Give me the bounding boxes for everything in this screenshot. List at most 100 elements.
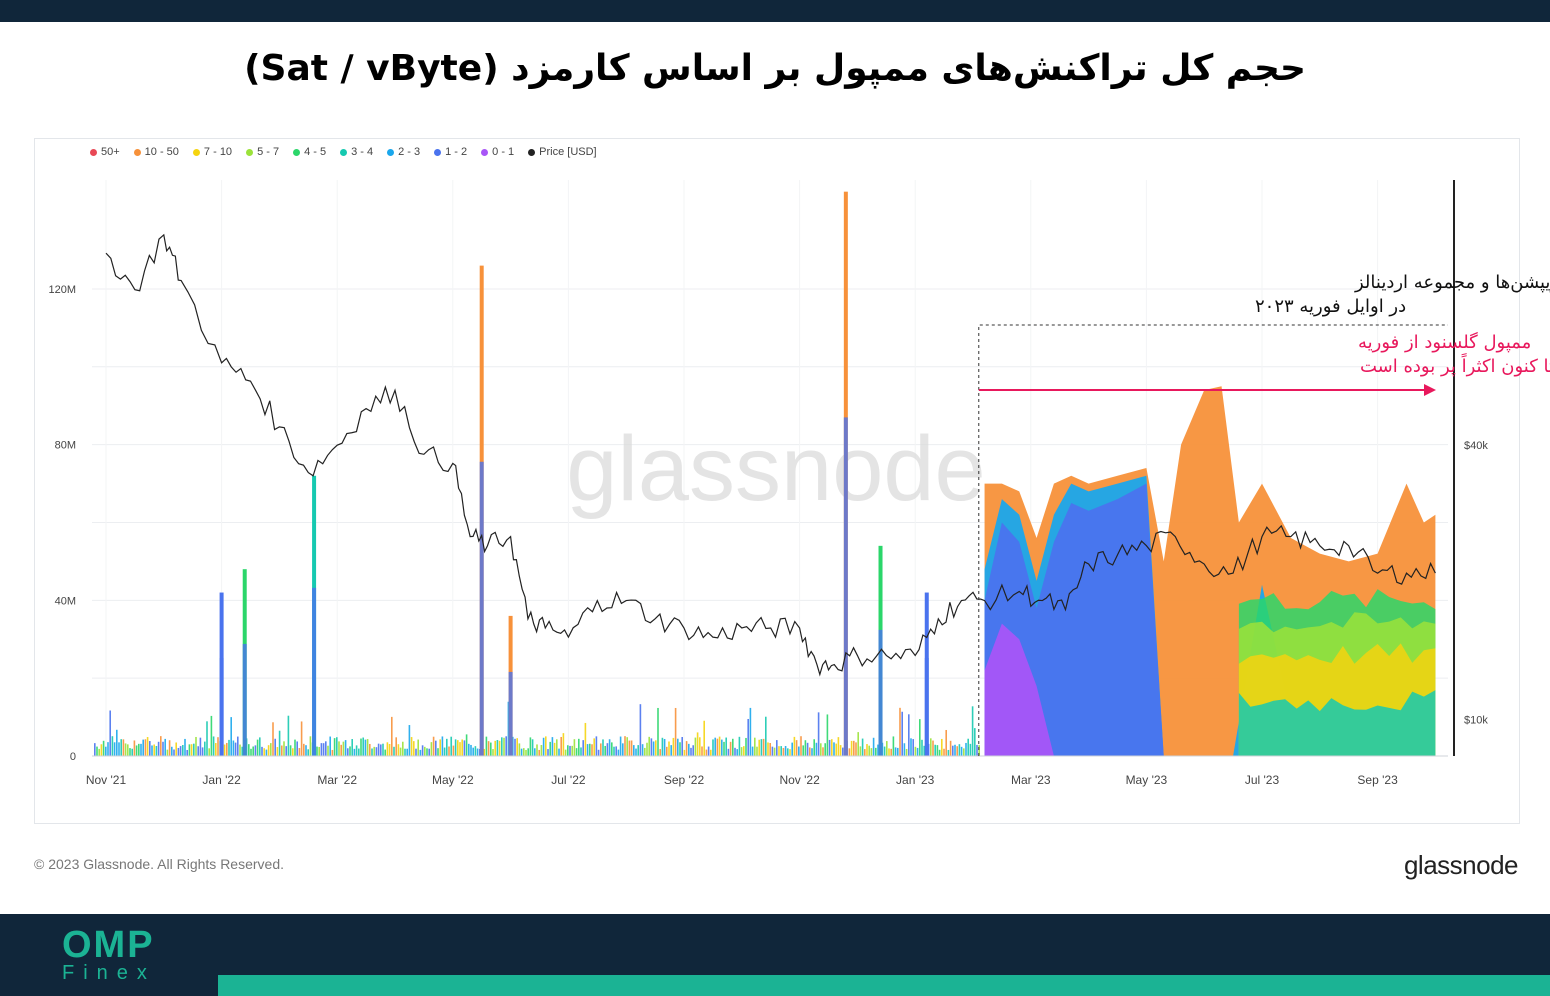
legend-label: 0 - 1 xyxy=(492,146,515,158)
legend-dot-icon xyxy=(192,148,200,156)
chart-title: حجم کل تراکنش‌های ممپول بر اساس کارمزد (… xyxy=(244,48,1306,89)
volume-bar xyxy=(674,707,677,756)
volume-bar xyxy=(184,738,186,756)
volume-bar xyxy=(223,744,226,756)
volume-bar xyxy=(866,744,868,756)
volume-bar xyxy=(813,739,815,756)
volume-bar xyxy=(127,744,129,756)
volume-bar xyxy=(692,745,694,756)
volume-bar xyxy=(661,737,664,756)
volume-bar xyxy=(619,736,622,756)
volume-bar xyxy=(793,736,796,756)
legend-dot-icon xyxy=(387,148,395,156)
volume-bar xyxy=(107,742,109,756)
volume-bar xyxy=(978,745,980,756)
legend-item[interactable]: 7 - 10 xyxy=(192,146,232,158)
volume-bar xyxy=(415,748,417,756)
volume-bar xyxy=(663,738,666,756)
volume-bar xyxy=(635,748,637,756)
volume-bar xyxy=(347,748,349,756)
volume-bar xyxy=(545,736,547,756)
volume-bar xyxy=(498,740,501,756)
volume-bar xyxy=(300,721,303,756)
volume-bar xyxy=(930,738,932,756)
volume-bar xyxy=(239,744,241,756)
legend-item[interactable]: 3 - 4 xyxy=(340,146,373,158)
volume-bar xyxy=(624,736,626,756)
volume-bar xyxy=(597,749,600,756)
volume-bar xyxy=(151,745,153,756)
volume-bar xyxy=(490,742,492,756)
volume-bar xyxy=(138,743,140,756)
volume-bar xyxy=(782,747,785,756)
volume-bar xyxy=(593,738,595,756)
legend-item[interactable]: 1 - 2 xyxy=(434,146,467,158)
volume-bar xyxy=(648,736,650,756)
volume-bar xyxy=(237,736,239,756)
legend-item[interactable]: 5 - 7 xyxy=(246,146,279,158)
volume-bar xyxy=(131,748,133,756)
volume-bar xyxy=(564,749,567,756)
volume-bar xyxy=(582,740,584,756)
legend-item[interactable]: 2 - 3 xyxy=(387,146,420,158)
legend-item[interactable]: 4 - 5 xyxy=(293,146,326,158)
legend-item[interactable]: 50+ xyxy=(90,146,120,158)
volume-bar xyxy=(549,741,551,756)
volume-bar xyxy=(232,740,235,756)
volume-bar xyxy=(657,707,659,756)
volume-bar xyxy=(617,749,620,756)
volume-bar xyxy=(153,744,155,756)
volume-bar xyxy=(938,749,941,756)
legend-item[interactable]: Price [USD] xyxy=(528,146,597,158)
legend-dot-icon xyxy=(293,148,301,156)
volume-bar xyxy=(252,746,254,756)
legend-item[interactable]: 0 - 1 xyxy=(481,146,514,158)
volume-spike-base xyxy=(479,461,484,756)
volume-bar xyxy=(162,741,164,756)
volume-bar xyxy=(144,739,147,756)
volume-bar xyxy=(773,747,776,756)
volume-bar xyxy=(118,742,120,756)
volume-bar xyxy=(437,748,439,756)
volume-bar xyxy=(283,741,285,756)
volume-bar xyxy=(278,730,281,756)
legend-label: 2 - 3 xyxy=(398,146,421,158)
volume-bar xyxy=(102,740,105,756)
volume-bar xyxy=(512,736,514,756)
legend-item[interactable]: 10 - 50 xyxy=(133,146,179,158)
volume-bar xyxy=(402,741,404,756)
volume-bar xyxy=(538,749,540,756)
volume-bar xyxy=(228,739,230,756)
volume-bar xyxy=(454,739,457,756)
volume-bar xyxy=(784,746,787,756)
volume-bar xyxy=(336,737,338,756)
volume-bar xyxy=(892,736,895,756)
volume-bar xyxy=(113,742,116,756)
volume-bar xyxy=(725,737,727,756)
volume-bar xyxy=(424,746,426,756)
volume-bar xyxy=(492,749,494,756)
volume-bar xyxy=(485,736,488,756)
volume-bar xyxy=(628,740,631,756)
volume-bar xyxy=(193,743,195,756)
volume-bar xyxy=(960,746,963,756)
volume-bar xyxy=(534,748,536,756)
volume-bar xyxy=(569,745,571,756)
volume-bar xyxy=(397,744,400,756)
x-tick-label: May '23 xyxy=(1126,773,1168,787)
volume-bar xyxy=(199,737,202,756)
volume-bar xyxy=(685,741,688,756)
volume-bar xyxy=(600,743,602,756)
x-tick-label: May '22 xyxy=(432,773,474,787)
volume-bar xyxy=(267,745,270,756)
volume-bar xyxy=(868,745,870,756)
volume-bar xyxy=(109,710,111,756)
volume-bar xyxy=(432,736,435,756)
volume-bar xyxy=(140,743,142,756)
volume-bar xyxy=(806,742,809,756)
volume-bar xyxy=(186,749,188,756)
volume-spike-base xyxy=(843,417,848,756)
volume-bar xyxy=(971,706,974,756)
volume-bar xyxy=(976,744,978,756)
volume-bar xyxy=(894,747,897,756)
